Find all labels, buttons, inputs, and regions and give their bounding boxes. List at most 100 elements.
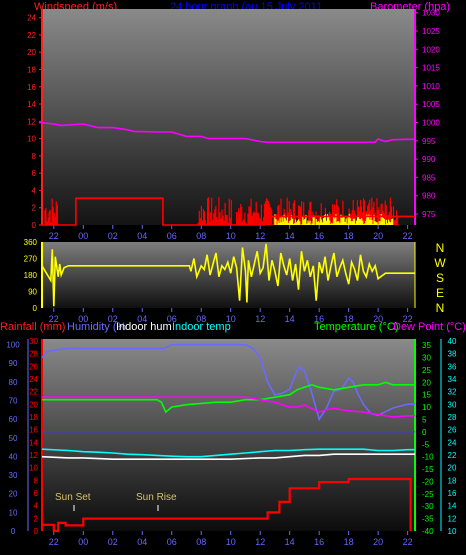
plot-2-x-tick-label: 08: [196, 314, 206, 324]
plot-area-1: [42, 9, 415, 225]
plot-1-x-tick-label: 00: [78, 231, 88, 241]
series-line: [41, 453, 415, 461]
dewpoint-tick-label: 32: [448, 388, 457, 397]
humidity-tick-label: 90: [9, 359, 18, 368]
rainfall-axis-label: Rainfall (mm): [0, 321, 65, 333]
dewpoint-tick-label: 40: [448, 337, 457, 346]
rain-tick-label: 30: [29, 337, 38, 346]
rain-tick-label: 8: [34, 476, 39, 485]
plot-1-x-tick-label: 22: [403, 231, 413, 241]
temperature-tick-label: -40: [422, 527, 434, 536]
humidity-tick-label: 80: [9, 378, 18, 387]
plot-3-x-tick-label: 18: [344, 537, 354, 547]
plot-1-axes: 0246810121416182022249759809859909951000…: [27, 9, 440, 241]
windspeed-tick-label: 20: [27, 48, 36, 57]
rain-tick-label: 16: [29, 426, 38, 435]
humidity-tick-label: 0: [11, 527, 16, 536]
plot-1-x-tick-label: 02: [108, 231, 118, 241]
windspeed-tick-label: 0: [32, 221, 37, 230]
barometer-tick-label: 1020: [422, 45, 440, 54]
rain-tick-label: 12: [29, 451, 38, 460]
rain-tick-label: 10: [29, 464, 38, 473]
plot-3-x-tick-label: 16: [314, 537, 324, 547]
temperature-tick-label: -20: [422, 477, 434, 486]
windspeed-tick-label: 22: [27, 31, 36, 40]
plot-1-x-tick-label: 18: [344, 231, 354, 241]
plot-3-series: [41, 343, 415, 533]
plot-2-x-tick-label: 12: [255, 314, 265, 324]
barometer-tick-label: 1030: [422, 9, 440, 18]
plot-3-x-tick-label: 06: [167, 537, 177, 547]
plot-2-x-tick-label: 16: [314, 314, 324, 324]
plot-3-x-tick-label: 20: [373, 537, 383, 547]
dewpoint-tick-label: 26: [448, 426, 457, 435]
plot-1-x-tick-label: 04: [137, 231, 147, 241]
plot-1-x-tick-label: 10: [226, 231, 236, 241]
windspeed-tick-label: 6: [32, 169, 37, 178]
series-line: [42, 477, 412, 533]
rain-tick-label: 26: [29, 362, 38, 371]
compass-label: W: [434, 256, 446, 270]
humidity-tick-label: 20: [9, 490, 18, 499]
plot-3-x-tick-label: 10: [226, 537, 236, 547]
temperature-tick-label: 5: [422, 416, 427, 425]
plot-2-x-tick-label: 02: [108, 314, 118, 324]
direction-tick-label: 0: [33, 304, 38, 313]
compass-label: N: [436, 241, 445, 255]
dewpoint-tick-label: 34: [448, 375, 457, 384]
temperature-tick-label: -15: [422, 465, 434, 474]
temperature-tick-label: 0: [422, 428, 427, 437]
series-line: [41, 343, 415, 422]
barometer-tick-label: 980: [422, 192, 436, 201]
indoor-hum-axis-label: Indoor hum: [116, 321, 172, 333]
rain-tick-label: 4: [34, 502, 39, 511]
temperature-tick-label: -10: [422, 453, 434, 462]
humidity-tick-label: 40: [9, 452, 18, 461]
barometer-tick-label: 975: [422, 210, 436, 219]
humidity-tick-label: 60: [9, 415, 18, 424]
sun-rise-annotation: Sun Rise: [136, 492, 177, 503]
plot-2-x-tick-label: 14: [285, 314, 295, 324]
compass-label: N: [436, 301, 445, 315]
barometer-tick-label: 1005: [422, 100, 440, 109]
series-line-right: [39, 121, 415, 144]
windspeed-tick-label: 16: [27, 83, 36, 92]
dewpoint-tick-label: 22: [448, 451, 457, 460]
humidity-tick-label: 70: [9, 397, 18, 406]
barometer-tick-label: 985: [422, 173, 436, 182]
barometer-tick-label: 1015: [422, 64, 440, 73]
temperature-tick-label: -5: [422, 440, 430, 449]
temperature-axis-label: Temperature (°C): [314, 321, 398, 333]
dewpoint-tick-label: 28: [448, 413, 457, 422]
humidity-tick-label: 100: [6, 341, 20, 350]
windspeed-tick-label: 18: [27, 65, 36, 74]
humidity-axis-label: Humidity (%: [67, 321, 127, 333]
plot-3-x-tick-label: 04: [137, 537, 147, 547]
panel-wind-barometer: Windspeed (m/s) 24 hour graph (au 15 Jul…: [27, 1, 450, 241]
plot-1-x-tick-label: 08: [196, 231, 206, 241]
dewpoint-tick-label: 20: [448, 464, 457, 473]
barometer-tick-label: 990: [422, 155, 436, 164]
temperature-tick-label: -30: [422, 502, 434, 511]
plot-1-x-tick-label: 12: [255, 231, 265, 241]
plot-1-x-tick-label: 22: [49, 231, 59, 241]
plot-1-x-tick-label: 06: [167, 231, 177, 241]
direction-tick-label: 270: [24, 255, 38, 264]
rain-tick-label: 2: [34, 514, 39, 523]
temperature-tick-label: -35: [422, 515, 434, 524]
temperature-tick-label: 25: [422, 366, 431, 375]
plot-3-x-tick-label: 12: [255, 537, 265, 547]
rain-tick-label: 24: [29, 375, 38, 384]
rain-tick-label: 0: [34, 527, 39, 536]
dewpoint-tick-label: 30: [448, 400, 457, 409]
series-line: [41, 448, 415, 458]
dewpoint-tick-label: 14: [448, 502, 457, 511]
panel-temperature: Rainfall (mm) Humidity (% Indoor hum Ind…: [0, 321, 466, 547]
windspeed-tick-label: 8: [32, 152, 37, 161]
windspeed-tick-label: 2: [32, 204, 37, 213]
dewpoint-tick-label: 24: [448, 438, 457, 447]
series-line-left: [39, 197, 415, 226]
windspeed-tick-label: 12: [27, 117, 36, 126]
plot-3-axes: 0246810121416182022242628300102030405060…: [6, 337, 457, 547]
